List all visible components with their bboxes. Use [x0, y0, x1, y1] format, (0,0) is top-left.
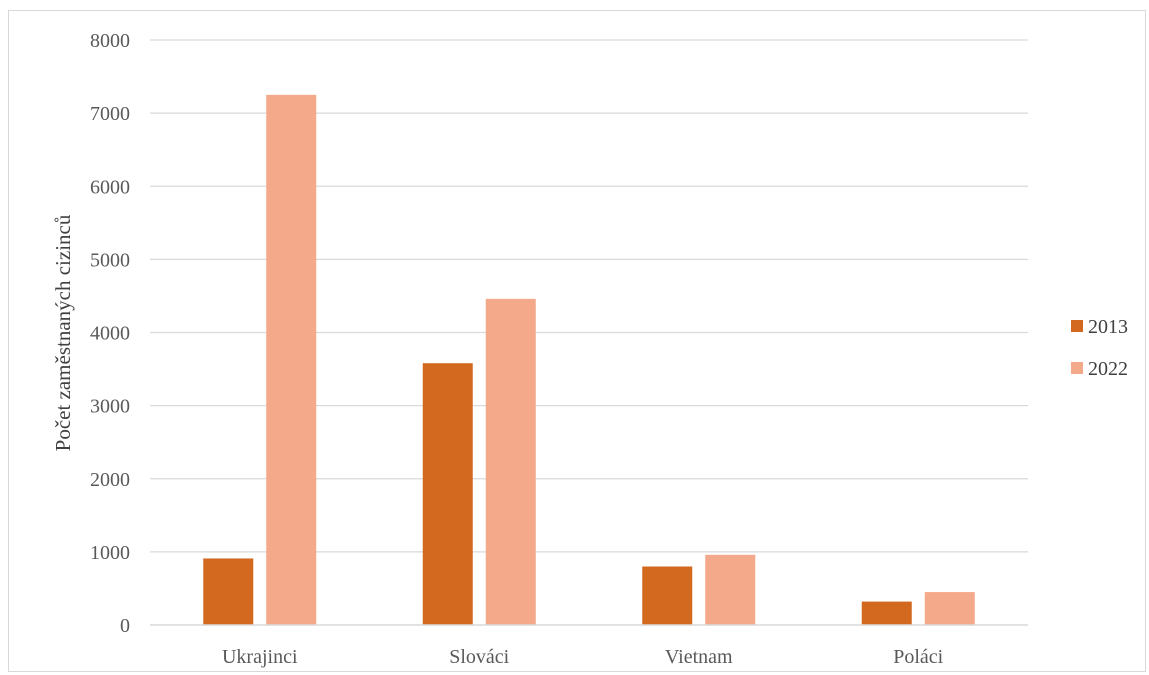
- y-tick-label: 8000: [90, 30, 130, 52]
- y-tick-label: 5000: [90, 249, 130, 271]
- legend-label: 2013: [1088, 316, 1128, 338]
- legend-swatch-2022: [1071, 362, 1083, 374]
- bar-2022-Poláci: [924, 592, 975, 625]
- chart-frame: [8, 10, 1146, 672]
- legend-swatch-2013: [1071, 320, 1083, 332]
- y-tick-label: 0: [120, 615, 130, 637]
- y-tick-labels: 0 1000 2000 3000 4000 5000 6000 7000 8000: [90, 30, 130, 637]
- x-tick-label: Vietnam: [665, 646, 733, 668]
- bars: [203, 94, 975, 625]
- x-tick-label: Slováci: [449, 646, 509, 668]
- bar-2022-Vietnam: [705, 554, 756, 625]
- x-tick-label: Ukrajinci: [222, 646, 298, 668]
- y-tick-label: 1000: [90, 542, 130, 564]
- x-tick-label: Poláci: [893, 646, 943, 668]
- y-tick-label: 7000: [90, 103, 130, 125]
- bar-2013-Slováci: [422, 363, 473, 625]
- y-tick-label: 2000: [90, 469, 130, 491]
- bar-2022-Slováci: [485, 298, 536, 625]
- bar-2022-Ukrajinci: [266, 94, 317, 625]
- y-tick-label: 6000: [90, 176, 130, 198]
- bar-2013-Poláci: [861, 601, 912, 625]
- bar-2013-Ukrajinci: [203, 558, 254, 625]
- y-tick-label: 3000: [90, 396, 130, 418]
- legend: 2013 2022: [1071, 316, 1128, 380]
- y-tick-label: 4000: [90, 323, 130, 345]
- x-tick-labels: Ukrajinci Slováci Vietnam Poláci: [222, 646, 944, 668]
- bar-2013-Vietnam: [642, 566, 693, 625]
- y-axis-title: Počet zaměstnaných cizinců: [51, 214, 75, 451]
- legend-label: 2022: [1088, 358, 1128, 380]
